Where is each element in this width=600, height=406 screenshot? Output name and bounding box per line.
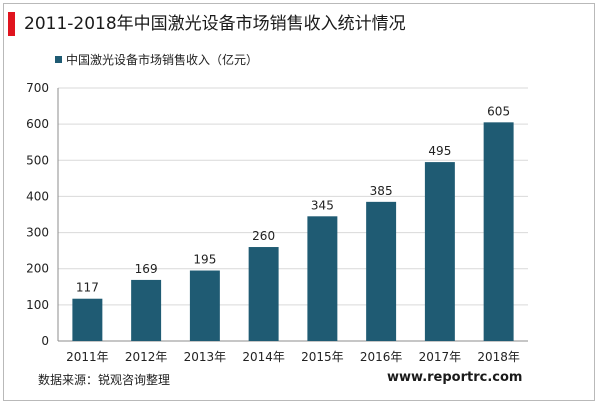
y-tick-label: 0 <box>41 334 49 348</box>
x-tick-label: 2018年 <box>477 350 520 364</box>
y-tick-label: 700 <box>26 81 49 95</box>
bar <box>483 122 514 341</box>
bar <box>307 216 338 341</box>
data-label: 169 <box>135 262 158 276</box>
x-tick-label: 2015年 <box>301 350 344 364</box>
legend-label: 中国激光设备市场销售收入（亿元） <box>66 53 259 67</box>
website-link[interactable]: www.reportrc.com <box>387 370 523 385</box>
y-tick-label: 600 <box>26 117 49 131</box>
x-tick-label: 2013年 <box>184 350 227 364</box>
x-tick-label: 2017年 <box>419 350 462 364</box>
y-tick-label: 400 <box>26 189 49 203</box>
y-tick-label: 100 <box>26 298 49 312</box>
data-label: 345 <box>311 198 334 212</box>
bar <box>131 279 162 341</box>
x-tick-label: 2016年 <box>360 350 403 364</box>
title-accent-bar <box>8 12 15 36</box>
y-tick-label: 500 <box>26 153 49 167</box>
bar <box>189 270 220 341</box>
bar <box>424 162 455 341</box>
data-label: 195 <box>193 253 216 267</box>
chart-title: 2011-2018年中国激光设备市场销售收入统计情况 <box>24 14 406 34</box>
bar <box>366 201 397 341</box>
source-note: 数据来源：锐观咨询整理 <box>38 373 171 387</box>
y-tick-label: 200 <box>26 262 49 276</box>
y-tick-label: 300 <box>26 226 49 240</box>
data-label: 495 <box>428 144 451 158</box>
x-tick-label: 2011年 <box>66 350 109 364</box>
data-label: 385 <box>370 184 393 198</box>
bar <box>72 298 103 341</box>
x-tick-label: 2012年 <box>125 350 168 364</box>
data-label: 260 <box>252 229 275 243</box>
legend-swatch <box>55 56 62 63</box>
data-label: 605 <box>487 104 510 118</box>
bar <box>248 247 279 341</box>
chart-frame <box>3 3 595 401</box>
x-tick-label: 2014年 <box>242 350 285 364</box>
data-label: 117 <box>76 281 99 295</box>
legend: 中国激光设备市场销售收入（亿元） <box>55 51 258 68</box>
